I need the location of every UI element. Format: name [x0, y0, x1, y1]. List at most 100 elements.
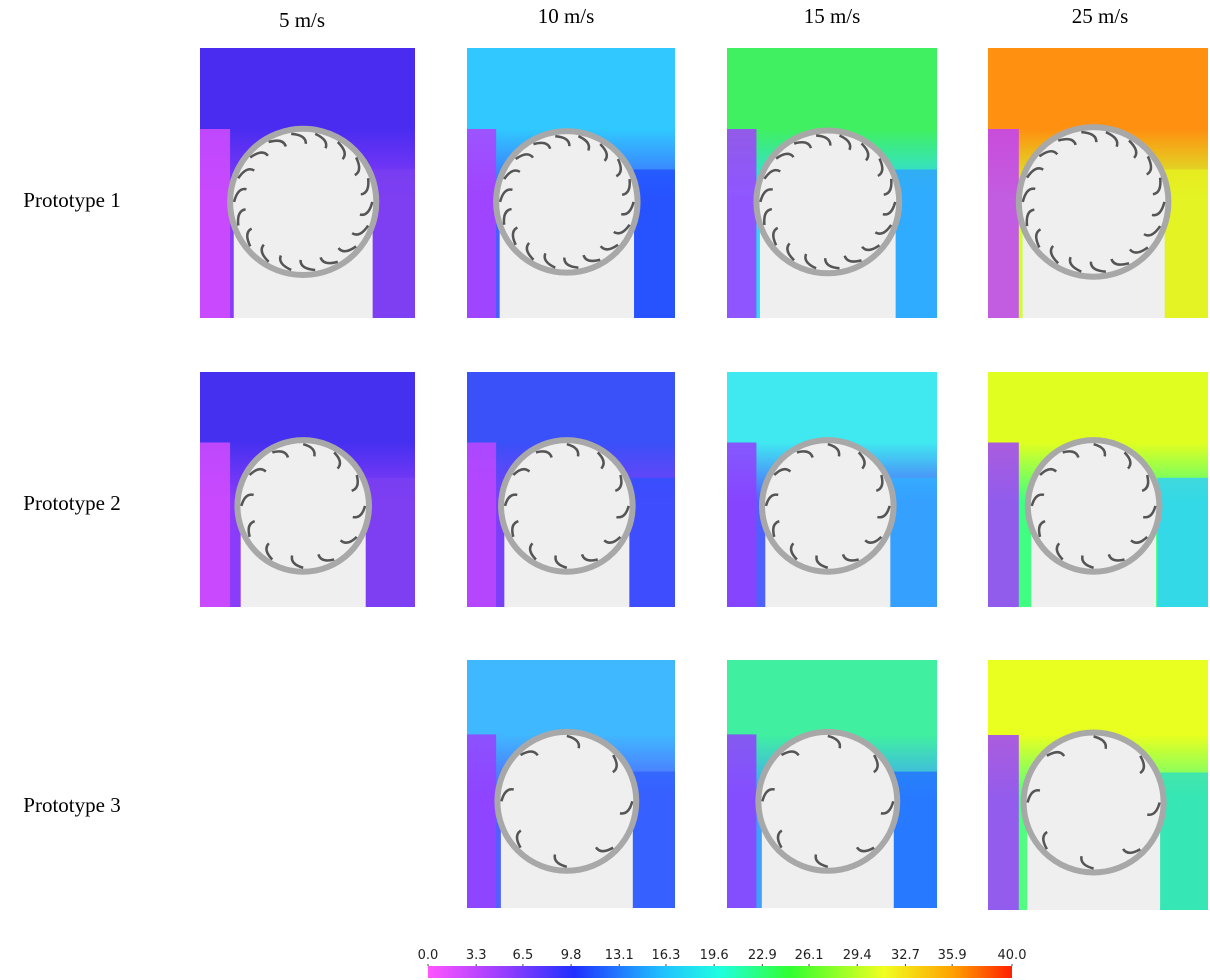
rotor-ring	[759, 437, 897, 575]
rotor-blade	[823, 258, 840, 270]
rotor-blade	[1055, 542, 1064, 561]
rotor-blade	[843, 255, 862, 263]
rotor-ring	[755, 728, 901, 874]
rotor-blade	[815, 134, 832, 146]
rotor-blade	[880, 801, 895, 815]
rotor-blade	[1038, 150, 1059, 158]
rotor-blade	[514, 153, 534, 161]
rotor-blade	[1026, 167, 1044, 179]
column-header: 5 m/s	[279, 8, 325, 32]
rotor-blade	[759, 188, 774, 203]
rotor-blade	[599, 143, 609, 162]
rotor-blade	[299, 259, 316, 272]
rotor-blade	[1146, 155, 1153, 176]
rotor-blade	[804, 253, 817, 270]
rotor-ring	[1015, 124, 1172, 280]
colorbar-tick-label: 6.5	[513, 948, 534, 963]
rotor-blade	[580, 553, 599, 562]
rotor-blade	[1057, 137, 1077, 146]
rotor-ring	[234, 437, 373, 575]
rotor-blade	[278, 255, 292, 272]
rotor-ring	[498, 437, 636, 575]
row-label: Prototype 1	[23, 188, 120, 212]
rotor-blade	[265, 542, 274, 561]
flow-field-panel	[467, 48, 675, 318]
rotor-blade	[232, 187, 247, 203]
colorbar-tick-label: 16.3	[652, 948, 681, 963]
rotor-blade	[360, 178, 370, 196]
rotor-blade	[1123, 451, 1132, 470]
rotor-ring	[494, 728, 640, 874]
rotor-blade	[317, 553, 335, 562]
rotor-blade	[615, 158, 622, 178]
rotor-blade	[789, 542, 798, 561]
rotor-blade	[582, 254, 601, 263]
rotor-blade	[503, 169, 521, 180]
colorbar-tick-label: 22.9	[748, 948, 777, 963]
rotor-blade	[814, 854, 829, 869]
rotor-blade	[351, 474, 359, 492]
rotor-blade	[1068, 256, 1082, 273]
rotor-blade	[268, 139, 288, 147]
rotor-blade	[827, 442, 841, 457]
rotor-blade	[555, 134, 571, 147]
rotor-blade	[247, 519, 256, 538]
flow-left-region	[200, 129, 231, 318]
rotor-blade	[339, 535, 358, 544]
rotor-blade	[1143, 225, 1162, 237]
flow-left-region	[467, 734, 497, 908]
colorbar-tick-label: 9.8	[561, 948, 582, 963]
rotor-blade	[1062, 450, 1080, 458]
rotor-ring	[493, 128, 641, 276]
rotor-blade	[1151, 201, 1166, 217]
rotor-blade	[773, 467, 792, 476]
rotor-blade	[1049, 245, 1060, 265]
rotor-blade	[1030, 493, 1045, 507]
rotor-blade	[1046, 750, 1066, 757]
rotor-blade	[237, 168, 255, 179]
rotor-blade	[511, 519, 519, 538]
rotor-blade	[761, 787, 775, 802]
rotor-blade	[815, 555, 829, 569]
rotor-blade	[498, 188, 513, 203]
rotor-blade	[566, 734, 581, 749]
rotor-blade	[762, 207, 773, 226]
rotor-blade	[333, 451, 342, 470]
rotor-blade	[596, 451, 605, 470]
flow-field-panel	[467, 660, 675, 908]
rotor-blade	[246, 227, 253, 247]
rotor-blade	[577, 135, 591, 151]
rotor-blade	[533, 141, 552, 150]
flow-field-panel	[988, 48, 1208, 318]
flow-field-panel	[467, 372, 675, 607]
rotor-blade	[290, 555, 304, 569]
rotor-ring	[1020, 729, 1167, 876]
rotor-blade	[864, 535, 883, 544]
rotor-blade	[1105, 131, 1119, 148]
rotor-blade	[566, 442, 580, 457]
rotor-blade	[612, 754, 618, 774]
row-label: Prototype 2	[23, 491, 120, 515]
rotor-blade	[1034, 228, 1042, 248]
rotor-blade	[841, 553, 860, 562]
rotor-blade	[260, 243, 270, 263]
colorbar-tick-label: 3.3	[466, 948, 487, 963]
rotor-blade	[1130, 535, 1149, 544]
rotor-blade	[1139, 755, 1146, 775]
rotor-blade	[838, 134, 852, 151]
rotor-blade	[563, 257, 579, 269]
rotor-blade	[535, 450, 553, 458]
rotor-blade	[772, 519, 780, 538]
rotor-blade	[512, 467, 531, 476]
flow-field-panel	[200, 48, 415, 318]
flow-left-region	[727, 734, 757, 908]
rotor-blade	[1107, 553, 1125, 562]
rotor-blade	[354, 156, 361, 177]
rotor-blade	[599, 243, 619, 251]
rotor-blade	[1025, 208, 1035, 227]
colorbar-tick-label: 40.0	[998, 948, 1027, 963]
rotor-ring	[753, 127, 903, 277]
colorbar	[428, 966, 1012, 978]
colorbar-tick-label: 35.9	[938, 948, 967, 963]
